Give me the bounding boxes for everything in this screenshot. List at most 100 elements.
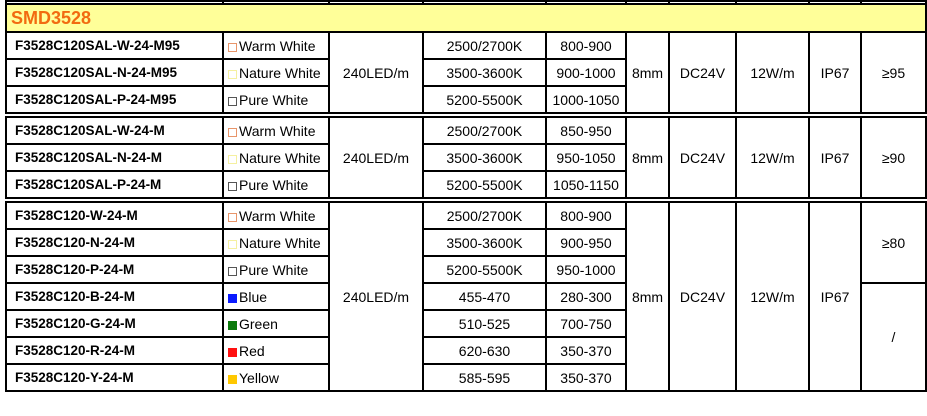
cct-cell: 455-470 <box>422 282 547 311</box>
color-swatch-icon <box>228 293 237 303</box>
width-cell: 8mm <box>625 116 670 199</box>
table-row: F3528C120SAL-N-24-M Nature White 3500-3600… <box>5 143 926 172</box>
cct-cell: 510-525 <box>422 309 547 338</box>
table-row: F3528C120SAL-N-24-M95 Nature White 3500-36… <box>5 58 926 87</box>
color-swatch-icon <box>228 69 237 79</box>
spec-table: SMD3528 F3528C120SAL-W-24-M95 Warm White 2… <box>5 0 927 392</box>
led-density-cell: 240LED/m <box>328 31 424 114</box>
color-label: Pure White <box>239 91 309 108</box>
voltage-cell: DC24V <box>668 201 737 392</box>
lumen-cell: 950-1050 <box>545 143 627 172</box>
model-cell: F3528C120SAL-W-24-M95 <box>5 31 224 60</box>
color-swatch-icon <box>228 181 237 191</box>
table-row: F3528C120-W-24-M Warm White 240LED/m 2500/2… <box>5 201 927 392</box>
led-density-cell: 240LED/m <box>328 116 424 199</box>
group-separator <box>6 112 926 118</box>
color-cell: Red <box>222 336 330 365</box>
model-cell: F3528C120-Y-24-M <box>5 363 224 392</box>
led-density-cell: 240LED/m <box>328 201 424 392</box>
color-swatch-icon <box>228 266 237 276</box>
color-label: Warm White <box>239 37 316 54</box>
color-label: Pure White <box>239 261 309 278</box>
color-swatch-icon <box>228 212 237 222</box>
table-row: F3528C120-Y-24-M Yellow 585-595 350-370 <box>5 363 926 392</box>
ip-rating-cell: IP67 <box>808 31 862 114</box>
color-label: Nature White <box>239 234 321 251</box>
table-row: F3528C120-B-24-M Blue 455-470 280-300 / <box>5 282 927 392</box>
lumen-cell: 350-370 <box>545 363 627 392</box>
model-cell: F3528C120SAL-N-24-M <box>5 143 224 172</box>
lumen-cell: 950-1000 <box>545 255 627 284</box>
model-cell: F3528C120SAL-P-24-M <box>5 170 224 199</box>
color-cell: Blue <box>222 282 330 311</box>
model-cell: F3528C120SAL-W-24-M <box>5 116 224 145</box>
model-cell: F3528C120SAL-P-24-M95 <box>5 85 224 114</box>
cct-cell: 3500-3600K <box>422 58 547 87</box>
cct-cell: 2500/2700K <box>422 116 547 145</box>
top-border-row <box>5 0 927 5</box>
separator-cell <box>6 112 926 118</box>
cri-cell: / <box>860 282 927 392</box>
table-row: F3528C120-N-24-M Nature White 3500-3600K 90… <box>5 228 926 257</box>
lumen-cell: 1050-1150 <box>545 170 627 199</box>
lumen-cell: 800-900 <box>545 31 627 60</box>
color-swatch-icon <box>228 374 237 384</box>
cri-cell: ≥90 <box>860 116 927 199</box>
series-title: SMD3528 <box>5 3 927 33</box>
width-cell: 8mm <box>625 31 670 114</box>
model-cell: F3528C120-R-24-M <box>5 336 224 365</box>
table-row: F3528C120SAL-P-24-M95 Pure White 5200-5500… <box>5 85 926 114</box>
table-row: F3528C120-G-24-M Green 510-525 700-750 <box>5 309 926 338</box>
color-label: Green <box>239 315 278 332</box>
ip-rating-cell: IP67 <box>808 116 862 199</box>
cri-cell: ≥95 <box>860 31 927 114</box>
color-swatch-icon <box>228 320 237 330</box>
table-row: F3528C120-P-24-M Pure White 5200-5500K 950-… <box>5 255 926 284</box>
lumen-cell: 280-300 <box>545 282 627 311</box>
color-label: Pure White <box>239 176 309 193</box>
model-cell: F3528C120-P-24-M <box>5 255 224 284</box>
color-label: Blue <box>239 288 268 305</box>
width-cell: 8mm <box>625 201 670 392</box>
color-swatch-icon <box>228 154 237 164</box>
model-cell: F3528C120SAL-N-24-M95 <box>5 58 224 87</box>
color-label: Warm White <box>239 207 316 224</box>
color-cell: Pure White <box>222 255 330 284</box>
cct-cell: 620-630 <box>422 336 547 365</box>
lumen-cell: 800-900 <box>545 201 627 230</box>
color-cell: Pure White <box>222 170 330 199</box>
ip-rating-cell: IP67 <box>808 201 862 392</box>
voltage-cell: DC24V <box>668 31 737 114</box>
group-separator <box>6 197 926 203</box>
color-swatch-icon <box>228 127 237 137</box>
table-row: F3528C120-R-24-M Red 620-630 350-370 <box>5 336 926 365</box>
color-cell: Nature White <box>222 228 330 257</box>
title-row: SMD3528 <box>5 3 927 33</box>
separator-cell <box>6 197 926 203</box>
color-cell: Green <box>222 309 330 338</box>
table-row: F3528C120SAL-P-24-M Pure White 5200-5500K 1… <box>5 170 926 199</box>
color-cell: Pure White <box>222 85 330 114</box>
cct-cell: 5200-5500K <box>422 170 547 199</box>
lumen-cell: 900-950 <box>545 228 627 257</box>
color-cell: Warm White <box>222 201 330 230</box>
color-label: Warm White <box>239 122 316 139</box>
color-label: Red <box>239 342 265 359</box>
model-cell: F3528C120-G-24-M <box>5 309 224 338</box>
lumen-cell: 900-1000 <box>545 58 627 87</box>
power-cell: 12W/m <box>735 201 810 392</box>
cct-cell: 5200-5500K <box>422 255 547 284</box>
color-cell: Yellow <box>222 363 330 392</box>
color-label: Nature White <box>239 64 321 81</box>
color-cell: Nature White <box>222 58 330 87</box>
model-cell: F3528C120-B-24-M <box>5 282 224 311</box>
color-swatch-icon <box>228 96 237 106</box>
cct-cell: 2500/2700K <box>422 201 547 230</box>
color-cell: Warm White <box>222 116 330 145</box>
cct-cell: 3500-3600K <box>422 228 547 257</box>
color-label: Nature White <box>239 149 321 166</box>
cct-cell: 5200-5500K <box>422 85 547 114</box>
cct-cell: 3500-3600K <box>422 143 547 172</box>
color-cell: Nature White <box>222 143 330 172</box>
lumen-cell: 850-950 <box>545 116 627 145</box>
